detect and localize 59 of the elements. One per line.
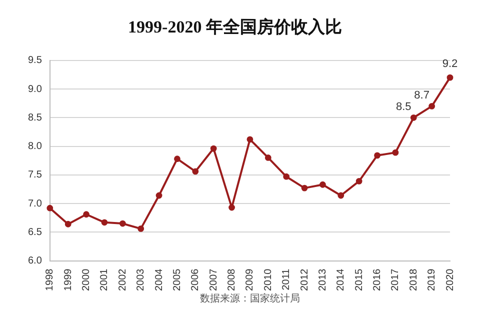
point [410, 114, 417, 121]
text: 6.5 [28, 226, 42, 238]
data-label: 9.2 [442, 58, 458, 70]
x-tick-label: 2020 [444, 268, 456, 292]
x-tick-label: 2013 [317, 268, 328, 292]
x-tick-label: 2019 [426, 268, 438, 292]
x-tick-label: 2009 [244, 268, 256, 292]
x-tick-label: 2016 [372, 268, 384, 292]
point [428, 102, 436, 110]
x-tick-label: 2006 [190, 268, 202, 292]
point [192, 168, 199, 175]
point [64, 220, 72, 228]
point [283, 173, 290, 180]
point [374, 152, 380, 159]
text: 7.0 [28, 198, 42, 210]
x-tick-label: 2003 [136, 268, 147, 292]
point [301, 184, 308, 192]
source-note: 数据来源：国家统计局 [200, 292, 300, 305]
point [101, 219, 108, 226]
text: 8.5 [28, 112, 42, 124]
point [83, 211, 90, 218]
x-tick-label: 2011 [281, 268, 292, 290]
x-tick-label: 2001 [99, 268, 110, 292]
point [228, 204, 235, 211]
x-tick-label: 2010 [262, 268, 274, 292]
point [356, 178, 362, 184]
x-tick-label: 2015 [354, 268, 365, 292]
point [46, 204, 54, 212]
point [210, 145, 217, 152]
x-tick-label: 2014 [336, 268, 347, 292]
x-tick-label: 1999 [62, 268, 74, 292]
point [119, 220, 126, 227]
x-tick-label: 2000 [81, 268, 92, 292]
point [446, 74, 454, 81]
x-tick-label: 2008 [226, 268, 238, 292]
point [319, 181, 326, 188]
point [264, 154, 272, 161]
x-tick-label: 2017 [390, 268, 402, 292]
chart-title: 1999-2020 年全国房价收入比 [128, 18, 342, 37]
x-tick-label: 2005 [172, 268, 183, 292]
x-tick-label: 2004 [154, 268, 165, 292]
point [174, 156, 180, 162]
data-label: 8.7 [414, 90, 430, 102]
x-tick-label: 2007 [208, 268, 220, 292]
data-label: 8.5 [396, 101, 412, 114]
text: 9.0 [28, 84, 42, 95]
text: 7.5 [28, 170, 42, 181]
point [246, 136, 254, 143]
x-tick-label: 2012 [299, 268, 310, 292]
x-tick-label: 2002 [117, 268, 128, 292]
text: 8.0 [28, 141, 42, 152]
point [156, 192, 162, 199]
text: 6.0 [28, 256, 42, 267]
point [392, 149, 399, 156]
x-tick-label: 2018 [408, 268, 420, 292]
x-tick-label: 1998 [44, 268, 56, 292]
point [338, 192, 344, 199]
point [138, 226, 144, 232]
text: 9.5 [28, 55, 42, 66]
